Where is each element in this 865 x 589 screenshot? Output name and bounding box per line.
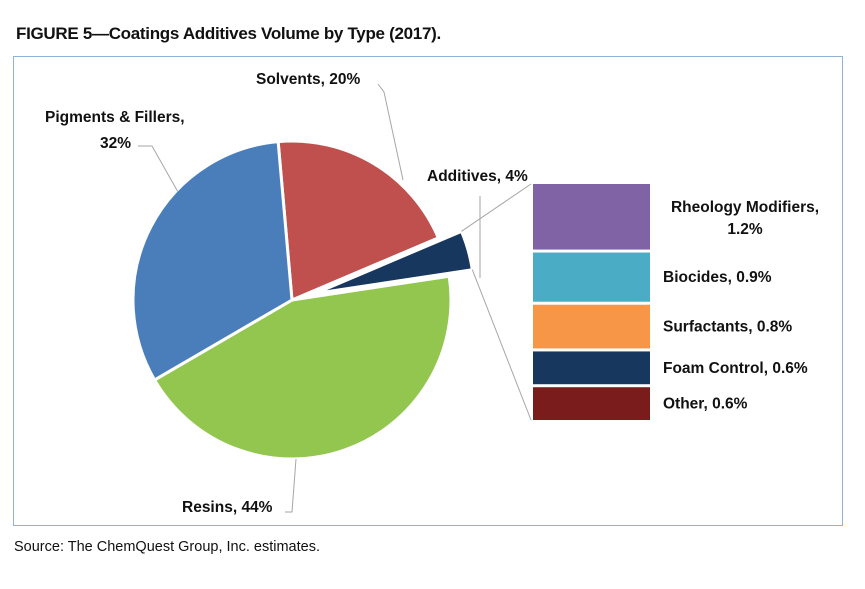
pie-slice-solvents xyxy=(276,139,441,303)
pie-slice-pigments-and-fillers xyxy=(131,139,294,383)
pie-slices xyxy=(131,139,475,461)
connector-line-top xyxy=(461,183,532,232)
bar-segment-other xyxy=(533,387,650,420)
pie-label-line: Solvents, 20% xyxy=(256,71,360,88)
bar-label-line: Rheology Modifiers, xyxy=(671,199,819,216)
bar-segment-foam-control xyxy=(533,351,650,385)
source-note: Source: The ChemQuest Group, Inc. estima… xyxy=(14,539,320,555)
bar-labels: Rheology Modifiers, 1.2% Biocides, 0.9% Sur… xyxy=(663,199,819,413)
bar-label-surfactants: Surfactants, 0.8% xyxy=(663,319,792,336)
connector-lines xyxy=(461,183,532,421)
bar-segments xyxy=(533,184,650,420)
bar-label-foam-control: Foam Control, 0.6% xyxy=(663,360,808,377)
bar-label-line: 1.2% xyxy=(727,221,763,238)
leader-line-pigments-and-fillers xyxy=(138,145,179,193)
pie-label-pigments-and-fillers: Pigments & Fillers, 32% xyxy=(45,109,185,152)
figure-title: FIGURE 5—Coatings Additives Volume by Ty… xyxy=(16,24,441,43)
pie-slice-additives xyxy=(314,229,475,295)
bar-segment-surfactants xyxy=(533,304,650,349)
bar-segment-biocides xyxy=(533,252,650,302)
pie-label-additives: Additives, 4% xyxy=(427,168,528,185)
bar-segment-rheology-modifiers xyxy=(533,184,650,250)
pie-labels: Solvents, 20% Additives, 4% Resins, 44% Pig… xyxy=(45,71,528,516)
pie-label-resins: Resins, 44% xyxy=(182,499,273,516)
bar-label-other: Other, 0.6% xyxy=(663,396,748,413)
pie-label-line: Resins, 44% xyxy=(182,499,273,516)
pie-label-solvents: Solvents, 20% xyxy=(256,71,360,88)
pie-label-line: Additives, 4% xyxy=(427,168,528,185)
leader-line-solvents xyxy=(377,83,404,181)
connector-line-bottom xyxy=(471,269,532,421)
pie-slice-resins xyxy=(152,274,453,461)
bar-label-biocides: Biocides, 0.9% xyxy=(663,269,772,286)
chart-frame xyxy=(13,56,843,526)
pie-label-line: 32% xyxy=(100,135,131,152)
leader-lines xyxy=(138,83,481,513)
pie-label-line: Pigments & Fillers, xyxy=(45,109,185,126)
leader-line-resins xyxy=(285,458,297,513)
bar-label-rheology-modifiers: Rheology Modifiers, 1.2% xyxy=(671,199,819,238)
